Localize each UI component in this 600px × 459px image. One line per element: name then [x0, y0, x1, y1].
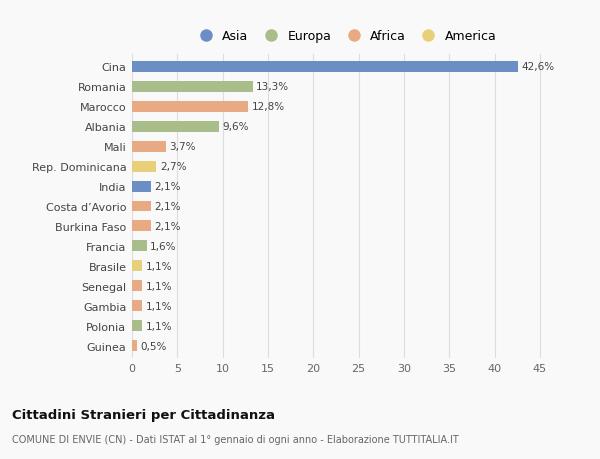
Text: 2,1%: 2,1%: [155, 202, 181, 212]
Bar: [132, 341, 137, 352]
Bar: [132, 201, 151, 212]
Bar: [132, 321, 142, 331]
Bar: [132, 181, 151, 192]
Text: 1,1%: 1,1%: [146, 281, 172, 291]
Bar: [132, 221, 151, 232]
Bar: [132, 261, 142, 272]
Text: COMUNE DI ENVIE (CN) - Dati ISTAT al 1° gennaio di ogni anno - Elaborazione TUTT: COMUNE DI ENVIE (CN) - Dati ISTAT al 1° …: [12, 434, 459, 444]
Text: 12,8%: 12,8%: [251, 102, 285, 112]
Text: 1,1%: 1,1%: [146, 301, 172, 311]
Text: 0,5%: 0,5%: [140, 341, 167, 351]
Bar: [132, 241, 146, 252]
Text: 3,7%: 3,7%: [169, 142, 196, 152]
Bar: [132, 161, 157, 172]
Text: 42,6%: 42,6%: [522, 62, 555, 72]
Text: 2,1%: 2,1%: [155, 182, 181, 191]
Bar: [132, 121, 219, 132]
Legend: Asia, Europa, Africa, America: Asia, Europa, Africa, America: [194, 30, 496, 43]
Text: 1,6%: 1,6%: [150, 241, 176, 252]
Bar: [132, 141, 166, 152]
Text: 1,1%: 1,1%: [146, 321, 172, 331]
Bar: [132, 82, 253, 92]
Text: 9,6%: 9,6%: [223, 122, 249, 132]
Text: Cittadini Stranieri per Cittadinanza: Cittadini Stranieri per Cittadinanza: [12, 409, 275, 421]
Text: 2,1%: 2,1%: [155, 222, 181, 231]
Bar: [132, 301, 142, 312]
Bar: [132, 281, 142, 292]
Text: 13,3%: 13,3%: [256, 82, 289, 92]
Text: 2,7%: 2,7%: [160, 162, 187, 172]
Bar: [132, 101, 248, 112]
Text: 1,1%: 1,1%: [146, 261, 172, 271]
Bar: [132, 62, 518, 73]
